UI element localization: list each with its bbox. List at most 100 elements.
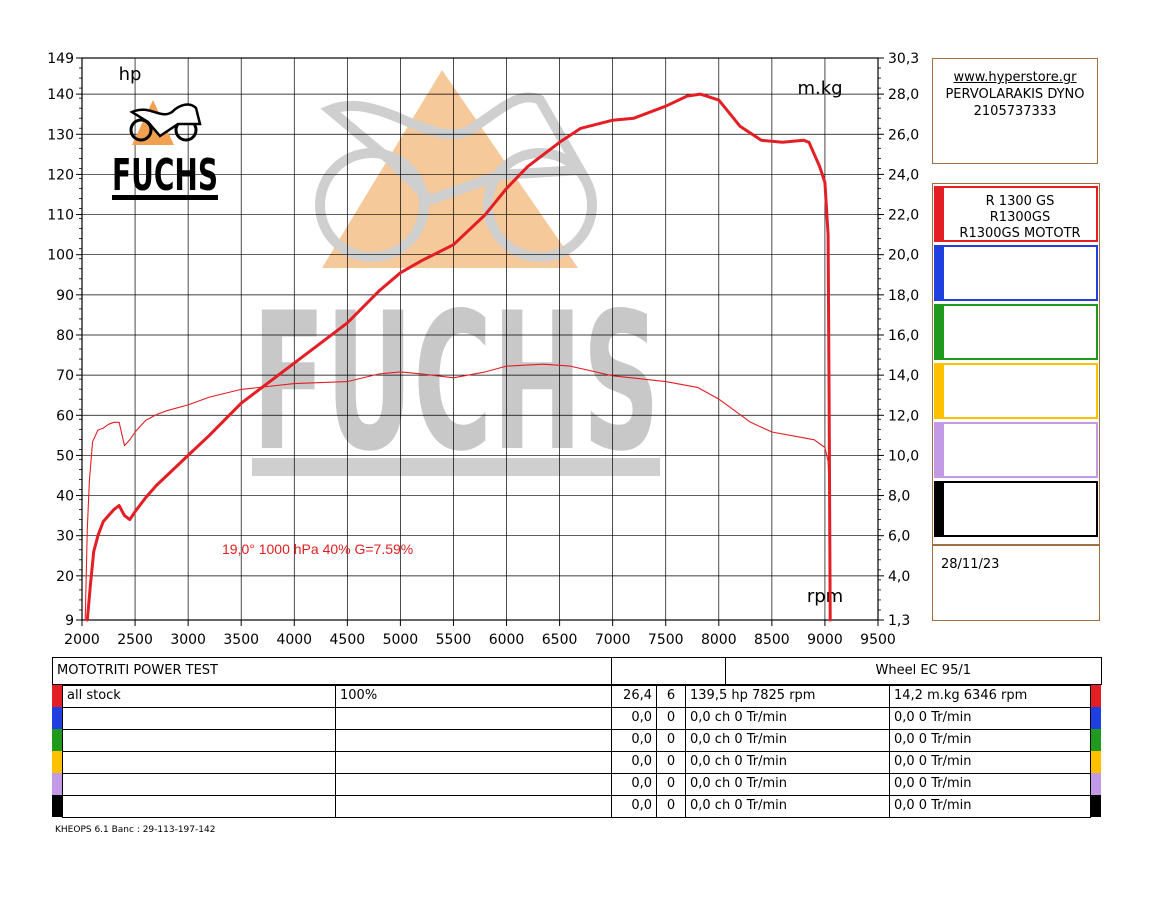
y-left-tick-label: 100 — [47, 248, 74, 264]
dyno-name: PERVOLARAKIS DYNO — [945, 87, 1085, 102]
x-unit-label: rpm — [807, 586, 843, 607]
test-date-box: 28/11/23 — [932, 545, 1100, 621]
table-cell-v2: 0 — [656, 795, 686, 818]
table-cell-torque: 0,0 0 Tr/min — [889, 707, 1091, 730]
row-swatch-left — [52, 795, 62, 817]
table-header-spacer — [611, 657, 726, 685]
dyno-info-box: www.hyperstore.gr PERVOLARAKIS DYNO 2105… — [932, 58, 1098, 164]
table-cell-torque: 0,0 0 Tr/min — [889, 773, 1091, 796]
row-swatch-right — [1091, 707, 1101, 729]
row-swatch-left — [52, 685, 62, 707]
legend-slot-3[interactable] — [934, 304, 1098, 360]
table-cell-power: 0,0 ch 0 Tr/min — [685, 707, 890, 730]
logo-wheel-rear — [129, 118, 153, 142]
y-right-tick-label: 6,0 — [888, 529, 910, 545]
y-right-tick-label: 4,0 — [888, 569, 910, 585]
table-cell-label — [62, 795, 336, 818]
website-link[interactable]: www.hyperstore.gr — [953, 70, 1077, 85]
table-cell-v1: 0,0 — [611, 795, 657, 818]
y-right-tick-label: 22,0 — [888, 208, 919, 224]
y-right-tick-label: 14,0 — [888, 368, 919, 384]
table-cell-label — [62, 729, 336, 752]
y-right-tick-label: 10,0 — [888, 448, 919, 464]
table-cell-v2: 6 — [656, 685, 686, 708]
legend-text-1: R 1300 GS R1300GS R1300GS MOTOTR — [946, 194, 1094, 242]
row-swatch-left — [52, 729, 62, 751]
table-cell-torque: 0,0 0 Tr/min — [889, 795, 1091, 818]
legend-slot-2[interactable] — [934, 245, 1098, 301]
legend-swatch-5 — [936, 424, 944, 476]
table-cell-v2: 0 — [656, 729, 686, 752]
y-right-tick-label: 12,0 — [888, 408, 919, 424]
y-left-tick-label: 120 — [47, 167, 74, 183]
x-tick-label: 6500 — [542, 632, 578, 648]
legend-slot-4[interactable] — [934, 363, 1098, 419]
row-swatch-left — [52, 773, 62, 795]
y-right-tick-label: 18,0 — [888, 288, 919, 304]
torque-curve — [84, 363, 831, 621]
watermark-wheel-rear — [315, 148, 429, 262]
watermark-triangle — [322, 70, 578, 268]
x-tick-label: 6000 — [489, 632, 525, 648]
y-left-tick-label: 30 — [56, 529, 74, 545]
table-title: MOTOTRITI POWER TEST — [52, 657, 612, 685]
table-cell-torque: 14,2 m.kg 6346 rpm — [889, 685, 1091, 708]
legend-swatch-2 — [936, 247, 944, 299]
x-tick-label: 4000 — [276, 632, 312, 648]
y-left-tick-label: 90 — [56, 288, 74, 304]
table-cell-pct — [335, 773, 612, 796]
y-right-tick-label: 24,0 — [888, 167, 919, 183]
y-left-tick-label: 50 — [56, 448, 74, 464]
table-cell-v2: 0 — [656, 751, 686, 774]
table-cell-v2: 0 — [656, 773, 686, 796]
legend-slot-6[interactable] — [934, 481, 1098, 537]
table-cell-pct — [335, 729, 612, 752]
plot-frame — [81, 57, 879, 621]
x-tick-label: 5500 — [436, 632, 472, 648]
table-cell-v2: 0 — [656, 707, 686, 730]
x-tick-label: 7000 — [595, 632, 631, 648]
dyno-phone: 2105737333 — [973, 104, 1057, 119]
fuchs-logo: FUCHS — [112, 100, 218, 201]
table-cell-power: 0,0 ch 0 Tr/min — [685, 773, 890, 796]
x-tick-label: 2500 — [117, 632, 153, 648]
y-right-tick-label: 26,0 — [888, 127, 919, 143]
legend-panel: R 1300 GS R1300GS R1300GS MOTOTR — [932, 183, 1100, 545]
logo-text: FUCHS — [112, 150, 218, 201]
y-right-tick-label: 8,0 — [888, 489, 910, 505]
logo-underline — [112, 195, 218, 200]
y-left-unit-label: hp — [119, 64, 142, 85]
table-cell-v1: 0,0 — [611, 773, 657, 796]
x-tick-label: 9000 — [807, 632, 843, 648]
table-cell-pct — [335, 707, 612, 730]
y-left-tick-label: 140 — [47, 87, 74, 103]
table-cell-v1: 0,0 — [611, 751, 657, 774]
y-right-tick-label: 1,3 — [888, 613, 910, 629]
x-tick-label: 3000 — [170, 632, 206, 648]
dyno-chart: FUCHS 2000 2500 3000 3500 4000 4500 5000 5500 60… — [47, 51, 919, 648]
legend-swatch-1 — [936, 188, 944, 240]
y-right-tick-label: 30,3 — [888, 51, 919, 67]
y-right-tick-label: 28,0 — [888, 87, 919, 103]
logo-rider — [129, 103, 202, 138]
test-date: 28/11/23 — [941, 557, 1000, 572]
power-curve — [85, 92, 832, 622]
x-tick-label: 4500 — [330, 632, 366, 648]
x-tick-label: 2000 — [64, 632, 100, 648]
row-swatch-left — [52, 751, 62, 773]
legend-slot-1[interactable]: R 1300 GS R1300GS R1300GS MOTOTR — [934, 186, 1098, 242]
table-cell-torque: 0,0 0 Tr/min — [889, 751, 1091, 774]
legend-swatch-3 — [936, 306, 944, 358]
y-right-unit-label: m.kg — [797, 78, 842, 99]
test-conditions-annotation: 19,0° 1000 hPa 40% G=7.59% — [222, 541, 413, 557]
table-cell-power: 0,0 ch 0 Tr/min — [685, 795, 890, 818]
table-cell-v1: 26,4 — [611, 685, 657, 708]
row-swatch-right — [1091, 729, 1101, 751]
legend-line-2: R1300GS — [989, 210, 1051, 225]
series-layer — [84, 92, 832, 622]
legend-slot-5[interactable] — [934, 422, 1098, 478]
row-swatch-left — [52, 707, 62, 729]
watermark-logo: FUCHS — [252, 70, 660, 493]
x-tick-label: 7500 — [648, 632, 684, 648]
table-cell-label — [62, 751, 336, 774]
